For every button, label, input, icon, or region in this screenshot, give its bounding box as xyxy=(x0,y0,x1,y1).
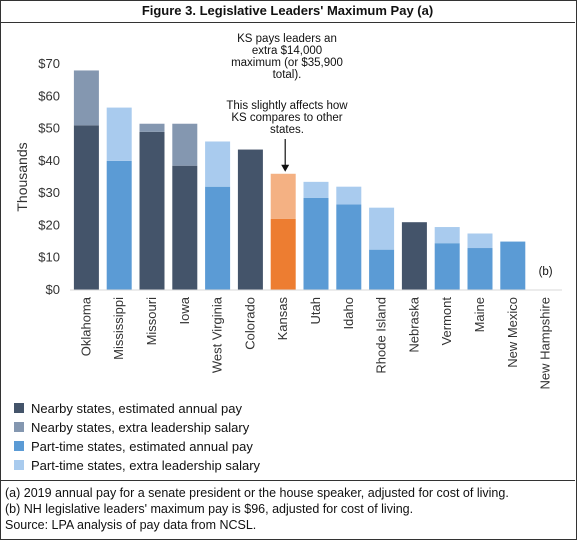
bar-extra xyxy=(303,181,329,198)
annotation-nh: (b) xyxy=(539,266,553,278)
bar-base xyxy=(467,248,493,290)
bar-base xyxy=(369,249,395,290)
bar-base xyxy=(205,186,231,290)
y-tick-label: $0 xyxy=(46,282,60,297)
bar-extra xyxy=(73,70,99,126)
x-category-label: Maine xyxy=(472,297,487,332)
annotation-kansas-pay: maximum (or $35,900 xyxy=(231,57,343,69)
figure-title: Figure 3. Legislative Leaders' Maximum P… xyxy=(0,0,575,23)
y-tick-label: $70 xyxy=(38,56,60,71)
x-category-label: Nebraska xyxy=(406,296,421,352)
x-category-label: Oklahoma xyxy=(78,296,93,356)
bar-extra xyxy=(369,207,395,250)
bar-base xyxy=(172,165,198,290)
bar-extra xyxy=(467,233,493,249)
y-axis-title: Thousands xyxy=(14,142,30,211)
bar-base xyxy=(434,243,460,290)
bar-extra xyxy=(270,173,296,219)
footnotes: (a) 2019 annual pay for a senate preside… xyxy=(0,480,575,538)
y-tick-label: $30 xyxy=(38,185,60,200)
annotation-kansas-pay: total). xyxy=(273,69,302,81)
legend-swatch xyxy=(14,441,24,451)
annotation-kansas-effect: states. xyxy=(270,124,304,136)
bar-chart: $0 $10 $20 $30 $40 $50 $60 $70 Thousands Oklahoma… xyxy=(14,33,562,389)
x-category-label: Rhode Island xyxy=(374,297,389,374)
bar-base xyxy=(500,241,526,290)
x-category-label: New Mexico xyxy=(505,297,520,368)
bar-base xyxy=(270,218,296,290)
annotation-kansas-pay: KS pays leaders an xyxy=(237,33,337,45)
x-category-label: Colorado xyxy=(242,297,257,350)
x-category-label: Vermont xyxy=(439,297,454,346)
legend-item-nearby-extra: Nearby states, extra leadership salary xyxy=(14,418,554,436)
x-category-label: Mississippi xyxy=(111,297,126,360)
footnote-b: (b) NH legislative leaders' maximum pay … xyxy=(5,502,414,516)
x-category-label: Idaho xyxy=(341,297,356,330)
x-category-label: New Hampshire xyxy=(538,297,553,389)
legend-item-parttime-extra: Part-time states, extra leadership salar… xyxy=(14,456,554,474)
annotation-kansas-pay: extra $14,000 xyxy=(252,45,322,57)
x-category-label: Utah xyxy=(308,297,323,324)
legend: Nearby states, estimated annual pay Near… xyxy=(14,399,554,475)
bar-extra xyxy=(336,186,362,205)
bar-base xyxy=(106,160,132,290)
legend-label: Nearby states, extra leadership salary xyxy=(31,419,250,435)
x-category-label: Iowa xyxy=(177,296,192,324)
bar-base xyxy=(73,125,99,290)
bar-extra xyxy=(172,123,198,166)
legend-swatch xyxy=(14,403,24,413)
bar-extra xyxy=(106,107,132,161)
annotation-kansas-effect: KS compares to other xyxy=(231,112,342,124)
annotation-arrow-head xyxy=(281,164,290,172)
bar-base xyxy=(237,149,263,290)
source-note: Source: LPA analysis of pay data from NC… xyxy=(5,518,257,532)
legend-label: Part-time states, estimated annual pay xyxy=(31,438,253,454)
bar-base xyxy=(336,204,362,290)
legend-label: Part-time states, extra leadership salar… xyxy=(31,457,261,473)
y-tick-label: $20 xyxy=(38,217,60,232)
legend-label: Nearby states, estimated annual pay xyxy=(31,400,243,416)
y-tick-label: $10 xyxy=(38,250,60,265)
bar-base xyxy=(401,222,427,290)
y-tick-label: $50 xyxy=(38,121,60,136)
bar-extra xyxy=(205,141,231,187)
bar-base xyxy=(139,131,165,290)
y-tick-label: $60 xyxy=(38,88,60,103)
y-tick-label: $40 xyxy=(38,153,60,168)
bar-extra xyxy=(434,227,460,244)
legend-item-nearby-base: Nearby states, estimated annual pay xyxy=(14,399,554,417)
x-category-label: Missouri xyxy=(144,297,159,346)
x-category-label: West Virginia xyxy=(210,296,225,373)
bar-base xyxy=(303,197,329,290)
annotation-kansas-effect: This slightly affects how xyxy=(226,100,348,112)
bar-extra xyxy=(139,123,165,132)
legend-item-parttime-base: Part-time states, estimated annual pay xyxy=(14,437,554,455)
legend-swatch xyxy=(14,460,24,470)
footnote-a: (a) 2019 annual pay for a senate preside… xyxy=(5,486,509,500)
x-category-label: Kansas xyxy=(275,297,290,341)
legend-swatch xyxy=(14,422,24,432)
